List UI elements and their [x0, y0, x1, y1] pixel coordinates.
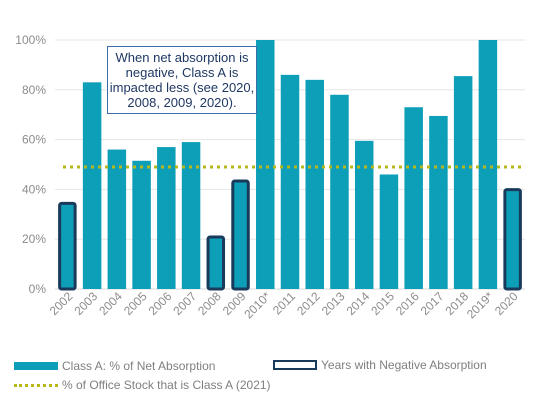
bar: [305, 79, 324, 289]
legend-label-stock-share: % of Office Stock that is Class A (2021): [62, 378, 271, 392]
bar: [132, 160, 151, 289]
bar: [379, 174, 399, 289]
y-tick-label: 60%: [22, 133, 46, 147]
bar-negative-absorption: [231, 179, 250, 291]
y-tick-label: 20%: [22, 232, 46, 246]
x-tick-label: 2005: [121, 289, 150, 318]
bar: [453, 76, 473, 289]
bar-negative-absorption: [58, 201, 77, 291]
x-tick-label: 2019*: [464, 289, 496, 321]
legend-swatch-dotted: [14, 383, 58, 387]
bar-negative-absorption: [503, 188, 522, 291]
bar: [354, 140, 374, 289]
bar: [157, 147, 176, 289]
legend-swatch-outline: [273, 360, 317, 370]
bars: [58, 40, 522, 291]
y-axis-ticks: 0% 20% 40% 60% 80% 100%: [15, 33, 46, 296]
x-tick-label: 2007: [170, 289, 199, 318]
x-tick-label: 2015: [368, 289, 397, 318]
x-tick-label: 2017: [418, 289, 447, 318]
bar: [280, 74, 300, 289]
legend-item-stock-share: % of Office Stock that is Class A (2021): [14, 378, 271, 392]
x-tick-label: 2020: [492, 289, 521, 318]
bar-negative-absorption: [206, 235, 226, 291]
x-tick-label: 2002: [47, 289, 76, 318]
x-tick-label: 2003: [71, 289, 100, 318]
x-tick-label: 2011: [270, 289, 298, 317]
legend-label-negative: Years with Negative Absorption: [321, 358, 487, 372]
bar: [107, 149, 127, 289]
x-tick-label: 2010*: [241, 289, 273, 321]
legend-item-class-a: Class A: % of Net Absorption: [14, 359, 215, 373]
bar: [256, 40, 275, 289]
bar: [478, 40, 498, 289]
legend-item-negative: Years with Negative Absorption: [273, 358, 487, 372]
bar: [181, 142, 201, 289]
annotation-text: When net absorption is negative, Class A…: [109, 50, 255, 110]
x-tick-label: 2004: [96, 289, 125, 318]
y-tick-label: 40%: [22, 182, 46, 196]
x-tick-label: 2008: [195, 289, 224, 318]
x-tick-label: 2014: [344, 289, 373, 318]
x-tick-label: 2013: [319, 289, 348, 318]
legend-label-class-a: Class A: % of Net Absorption: [62, 359, 216, 373]
bar: [429, 115, 448, 289]
y-tick-label: 80%: [22, 83, 46, 97]
x-tick-label: 2016: [393, 289, 422, 318]
x-tick-label: 2006: [146, 289, 175, 318]
y-tick-label: 100%: [15, 33, 46, 47]
x-axis-ticks: 200220032004200520062007200820092010*201…: [47, 289, 521, 321]
bar: [82, 82, 102, 289]
bar: [330, 94, 349, 289]
legend-swatch-fill: [14, 362, 58, 370]
y-tick-label: 0%: [29, 282, 47, 296]
x-tick-label: 2012: [294, 289, 323, 318]
annotation-box: When net absorption is negative, Class A…: [107, 46, 257, 114]
bar: [404, 107, 423, 289]
